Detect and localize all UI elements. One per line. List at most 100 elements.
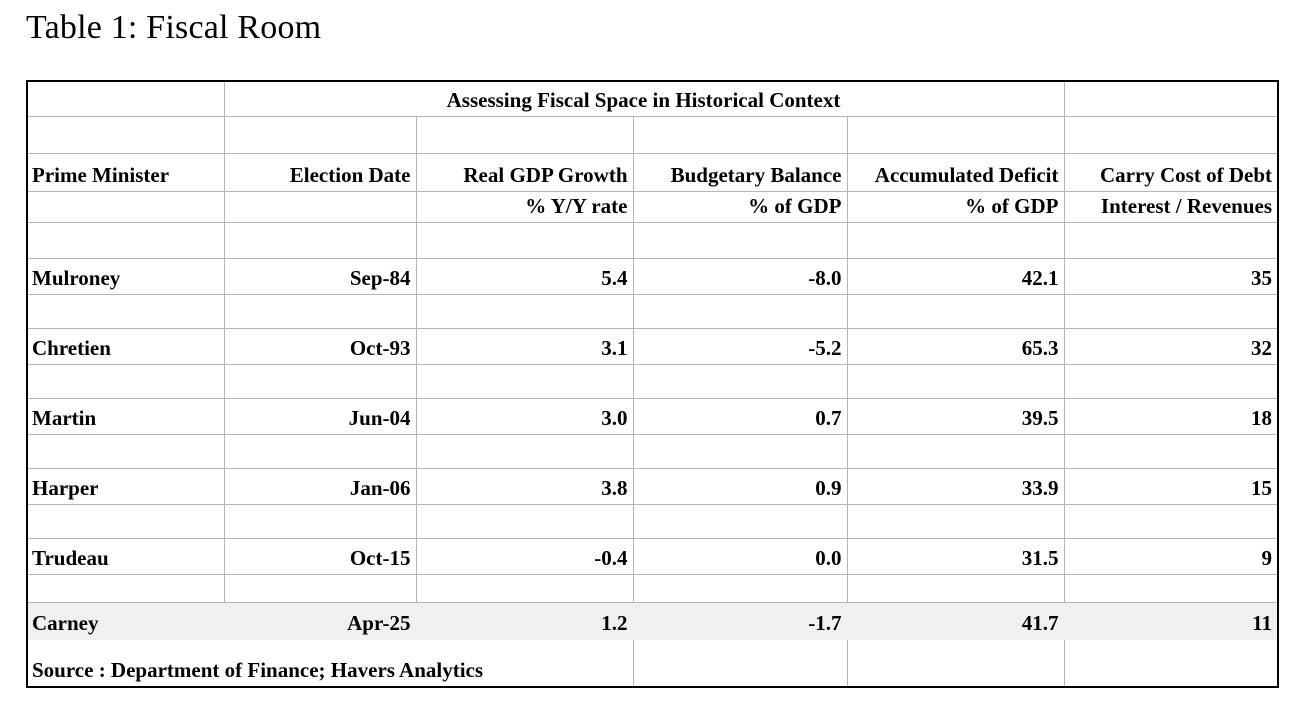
cell-budgetary-balance: 0.0 <box>632 537 848 575</box>
empty-cell <box>632 573 848 603</box>
cell-election-date: Jan-06 <box>223 467 417 505</box>
cell-prime-minister: Chretien <box>26 327 225 365</box>
table-row-mulroney: Mulroney Sep-84 5.4 -8.0 42.1 35 <box>26 257 1279 295</box>
empty-cell <box>1063 293 1279 329</box>
cell-budgetary-balance: -5.2 <box>632 327 848 365</box>
empty-cell <box>415 363 634 399</box>
empty-cell <box>846 503 1065 539</box>
cell-election-date: Oct-93 <box>223 327 417 365</box>
cell-carry-cost: 32 <box>1063 327 1279 365</box>
empty-cell <box>846 221 1065 259</box>
spacer-row <box>26 363 1279 399</box>
empty-cell <box>223 433 417 469</box>
empty-cell <box>415 293 634 329</box>
empty-cell <box>846 638 1065 688</box>
header-row: Prime Minister Election Date Real GDP Gr… <box>26 152 1279 192</box>
empty-cell <box>846 293 1065 329</box>
col-header-budgetary-balance: Budgetary Balance <box>632 152 848 192</box>
empty-cell <box>1063 80 1279 117</box>
empty-cell <box>223 190 417 223</box>
page: Table 1: Fiscal Room Assessing Fiscal Sp… <box>26 9 1279 688</box>
empty-cell <box>1063 363 1279 399</box>
page-title: Table 1: Fiscal Room <box>26 9 322 46</box>
cell-budgetary-balance: -8.0 <box>632 257 848 295</box>
empty-cell <box>1063 503 1279 539</box>
empty-cell <box>26 115 225 154</box>
empty-cell <box>223 115 417 154</box>
empty-cell <box>26 221 225 259</box>
empty-cell <box>26 293 225 329</box>
empty-cell <box>26 573 225 603</box>
cell-prime-minister: Trudeau <box>26 537 225 575</box>
cell-accumulated-deficit: 39.5 <box>846 397 1065 435</box>
cell-election-date: Oct-15 <box>223 537 417 575</box>
spacer-row <box>26 503 1279 539</box>
empty-cell <box>223 573 417 603</box>
cell-election-date: Apr-25 <box>223 601 417 640</box>
empty-cell <box>223 503 417 539</box>
empty-cell <box>846 363 1065 399</box>
spacer-row <box>26 433 1279 469</box>
empty-cell <box>223 221 417 259</box>
table-row-trudeau: Trudeau Oct-15 -0.4 0.0 31.5 9 <box>26 537 1279 575</box>
cell-real-gdp-growth: -0.4 <box>415 537 634 575</box>
cell-prime-minister: Martin <box>26 397 225 435</box>
cell-carry-cost: 18 <box>1063 397 1279 435</box>
blank-row <box>26 221 1279 259</box>
cell-carry-cost: 11 <box>1063 601 1279 640</box>
cell-real-gdp-growth: 5.4 <box>415 257 634 295</box>
cell-accumulated-deficit: 33.9 <box>846 467 1065 505</box>
empty-cell <box>223 363 417 399</box>
empty-cell <box>632 115 848 154</box>
empty-cell <box>415 433 634 469</box>
subheader-row: % Y/Y rate % of GDP % of GDP Interest / … <box>26 190 1279 223</box>
source-row: Source : Department of Finance; Havers A… <box>26 638 1279 688</box>
fiscal-room-table: Assessing Fiscal Space in Historical Con… <box>26 80 1279 688</box>
cell-real-gdp-growth: 3.1 <box>415 327 634 365</box>
table-row-chretien: Chretien Oct-93 3.1 -5.2 65.3 32 <box>26 327 1279 365</box>
col-subheader-gdp-units: % Y/Y rate <box>415 190 634 223</box>
empty-cell <box>26 80 225 117</box>
col-header-real-gdp-growth: Real GDP Growth <box>415 152 634 192</box>
empty-cell <box>846 115 1065 154</box>
empty-cell <box>632 363 848 399</box>
spacer-row <box>26 573 1279 603</box>
cell-real-gdp-growth: 1.2 <box>415 601 634 640</box>
table-row-martin: Martin Jun-04 3.0 0.7 39.5 18 <box>26 397 1279 435</box>
cell-real-gdp-growth: 3.8 <box>415 467 634 505</box>
empty-cell <box>1063 115 1279 154</box>
cell-carry-cost: 35 <box>1063 257 1279 295</box>
empty-cell <box>1063 638 1279 688</box>
empty-cell <box>415 573 634 603</box>
cell-accumulated-deficit: 41.7 <box>846 601 1065 640</box>
empty-cell <box>223 293 417 329</box>
cell-accumulated-deficit: 42.1 <box>846 257 1065 295</box>
col-header-prime-minister: Prime Minister <box>26 152 225 192</box>
cell-accumulated-deficit: 31.5 <box>846 537 1065 575</box>
empty-cell <box>415 115 634 154</box>
col-header-accumulated-deficit: Accumulated Deficit <box>846 152 1065 192</box>
empty-cell <box>632 638 848 688</box>
cell-election-date: Jun-04 <box>223 397 417 435</box>
empty-cell <box>26 433 225 469</box>
col-header-election-date: Election Date <box>223 152 417 192</box>
cell-carry-cost: 9 <box>1063 537 1279 575</box>
title-row: Assessing Fiscal Space in Historical Con… <box>26 80 1279 117</box>
cell-prime-minister: Harper <box>26 467 225 505</box>
cell-election-date: Sep-84 <box>223 257 417 295</box>
empty-cell <box>632 221 848 259</box>
table-row-carney-highlighted: Carney Apr-25 1.2 -1.7 41.7 11 <box>26 601 1279 640</box>
empty-cell <box>846 433 1065 469</box>
empty-cell <box>26 503 225 539</box>
col-subheader-balance-units: % of GDP <box>632 190 848 223</box>
cell-prime-minister: Mulroney <box>26 257 225 295</box>
cell-accumulated-deficit: 65.3 <box>846 327 1065 365</box>
empty-cell <box>632 433 848 469</box>
empty-cell <box>1063 433 1279 469</box>
empty-cell <box>846 573 1065 603</box>
cell-budgetary-balance: 0.9 <box>632 467 848 505</box>
empty-cell <box>1063 573 1279 603</box>
table-title: Assessing Fiscal Space in Historical Con… <box>223 80 1065 117</box>
empty-cell <box>632 503 848 539</box>
cell-prime-minister: Carney <box>26 601 225 640</box>
